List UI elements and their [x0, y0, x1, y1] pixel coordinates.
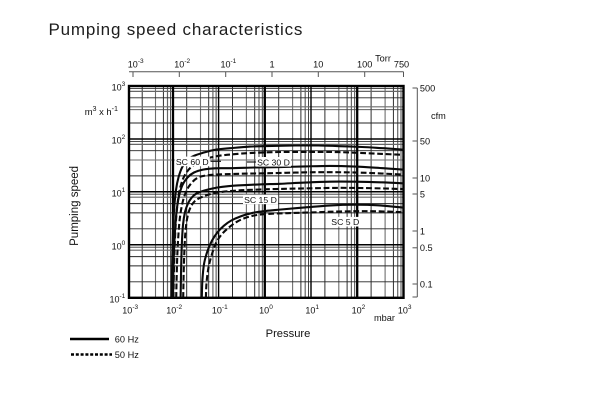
svg-text:1: 1 [269, 60, 274, 70]
svg-text:mbar: mbar [374, 313, 395, 323]
svg-text:Pumping speed: Pumping speed [69, 166, 81, 246]
svg-text:60 Hz: 60 Hz [115, 335, 139, 345]
svg-text:0.5: 0.5 [420, 243, 433, 253]
svg-text:101: 101 [112, 187, 126, 199]
svg-text:10: 10 [313, 60, 323, 70]
svg-text:Torr: Torr [375, 54, 391, 64]
svg-text:SC 30 D: SC 30 D [257, 157, 290, 167]
svg-text:cfm: cfm [431, 111, 446, 121]
svg-text:SC 5 D: SC 5 D [331, 217, 359, 227]
svg-text:SC 15 D: SC 15 D [244, 195, 277, 205]
svg-text:101: 101 [305, 304, 319, 316]
svg-text:0.1: 0.1 [420, 279, 433, 289]
svg-text:50 Hz: 50 Hz [115, 350, 139, 360]
svg-text:50: 50 [420, 136, 430, 146]
svg-text:10-2: 10-2 [166, 304, 182, 316]
svg-text:103: 103 [398, 304, 412, 316]
svg-text:100: 100 [259, 304, 273, 316]
svg-text:5: 5 [420, 189, 425, 199]
svg-text:10-3: 10-3 [122, 304, 138, 316]
svg-text:100: 100 [112, 240, 126, 252]
svg-text:Pumping speed characteristics: Pumping speed characteristics [49, 20, 304, 39]
svg-text:750: 750 [394, 60, 409, 70]
svg-text:102: 102 [352, 304, 366, 316]
svg-text:10-1: 10-1 [110, 293, 126, 305]
svg-text:103: 103 [112, 81, 126, 93]
svg-text:10-1: 10-1 [221, 58, 237, 70]
svg-text:500: 500 [420, 83, 435, 93]
svg-text:10-3: 10-3 [128, 58, 144, 70]
svg-text:10-2: 10-2 [174, 58, 190, 70]
svg-text:102: 102 [112, 134, 126, 146]
svg-text:10: 10 [420, 173, 430, 183]
svg-text:10-1: 10-1 [212, 304, 228, 316]
svg-text:Pressure: Pressure [266, 328, 311, 340]
svg-text:100: 100 [357, 60, 372, 70]
svg-text:1: 1 [420, 226, 425, 236]
svg-text:SC 60 D: SC 60 D [176, 157, 209, 167]
